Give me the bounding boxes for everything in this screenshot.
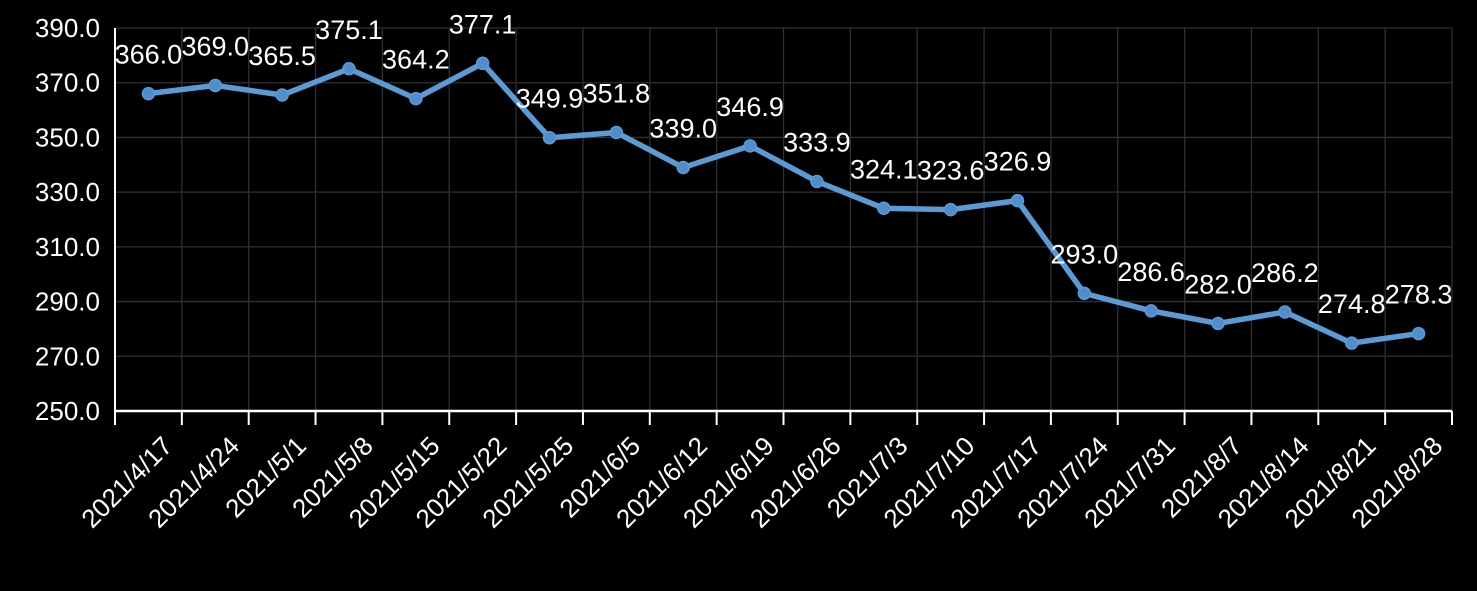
data-point-marker xyxy=(208,78,223,93)
data-point-marker xyxy=(1211,316,1225,331)
data-point-marker xyxy=(275,88,289,102)
data-point-marker xyxy=(943,202,958,217)
y-tick-label: 250.0 xyxy=(35,396,100,426)
data-point-label: 286.2 xyxy=(1251,258,1319,288)
data-point-label: 364.2 xyxy=(382,45,450,75)
data-point-marker xyxy=(609,125,624,140)
data-point-marker xyxy=(1010,193,1025,208)
y-tick-label: 350.0 xyxy=(35,122,100,152)
data-point-label: 369.0 xyxy=(181,31,249,61)
data-point-label: 278.3 xyxy=(1385,280,1453,310)
data-point-label: 323.6 xyxy=(917,156,985,186)
data-point-label: 282.0 xyxy=(1184,269,1252,299)
data-point-label: 351.8 xyxy=(583,79,651,109)
data-point-label: 333.9 xyxy=(783,127,851,157)
y-tick-label: 390.0 xyxy=(35,13,100,43)
data-point-marker xyxy=(1344,336,1359,350)
y-tick-label: 370.0 xyxy=(35,68,100,98)
data-point-label: 346.9 xyxy=(716,92,784,122)
data-point-label: 375.1 xyxy=(315,15,383,45)
data-point-marker xyxy=(1411,326,1426,341)
data-point-label: 324.1 xyxy=(850,154,918,184)
data-point-marker xyxy=(877,201,891,216)
data-point-label: 293.0 xyxy=(1051,239,1119,269)
data-point-marker xyxy=(542,130,557,145)
data-point-label: 274.8 xyxy=(1318,289,1386,319)
data-point-label: 377.1 xyxy=(449,9,517,39)
y-tick-label: 310.0 xyxy=(35,232,100,262)
data-point-marker xyxy=(810,174,824,189)
data-point-label: 349.9 xyxy=(516,84,584,114)
series-line xyxy=(145,60,1422,346)
data-point-marker xyxy=(141,86,156,101)
data-point-label: 365.5 xyxy=(248,41,316,71)
y-tick-label: 290.0 xyxy=(35,287,100,317)
data-point-marker xyxy=(1144,304,1158,318)
data-point-marker xyxy=(1278,305,1292,319)
data-point-marker xyxy=(342,62,356,76)
data-point-marker xyxy=(676,160,690,175)
data-point-marker xyxy=(475,56,490,71)
y-tick-label: 270.0 xyxy=(35,341,100,371)
y-tick-label: 330.0 xyxy=(35,177,100,207)
data-point-marker xyxy=(743,139,757,153)
data-point-label: 339.0 xyxy=(649,114,717,144)
data-point-label: 286.6 xyxy=(1117,257,1185,287)
data-point-marker xyxy=(1077,286,1092,301)
data-point-marker xyxy=(409,91,423,106)
data-point-label: 326.9 xyxy=(984,147,1052,177)
data-point-label: 366.0 xyxy=(115,40,183,70)
